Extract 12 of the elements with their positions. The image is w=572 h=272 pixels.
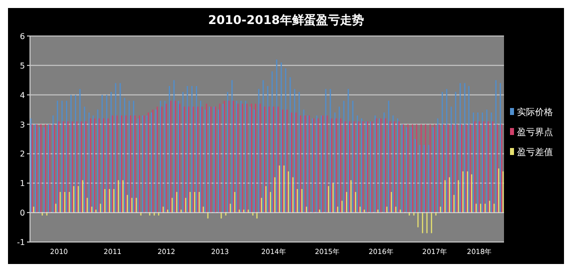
y-tick-label: 4: [20, 90, 25, 100]
legend-label: 盈亏界点: [517, 127, 553, 138]
y-tick-label: 3: [20, 120, 25, 130]
legend-label: 盈亏差值: [517, 147, 553, 158]
y-tick-label: 5: [20, 61, 25, 70]
y-tick-label: -1: [17, 238, 25, 247]
y-tick-label: 0: [20, 208, 25, 218]
chart-title: 2010-2018年鲜蛋盈亏走势: [208, 13, 364, 27]
legend-label: 实际价格: [517, 107, 553, 118]
y-tick-label: 6: [20, 32, 25, 41]
y-tick-label: 2: [20, 150, 25, 159]
y-tick-label: 1: [20, 179, 25, 188]
